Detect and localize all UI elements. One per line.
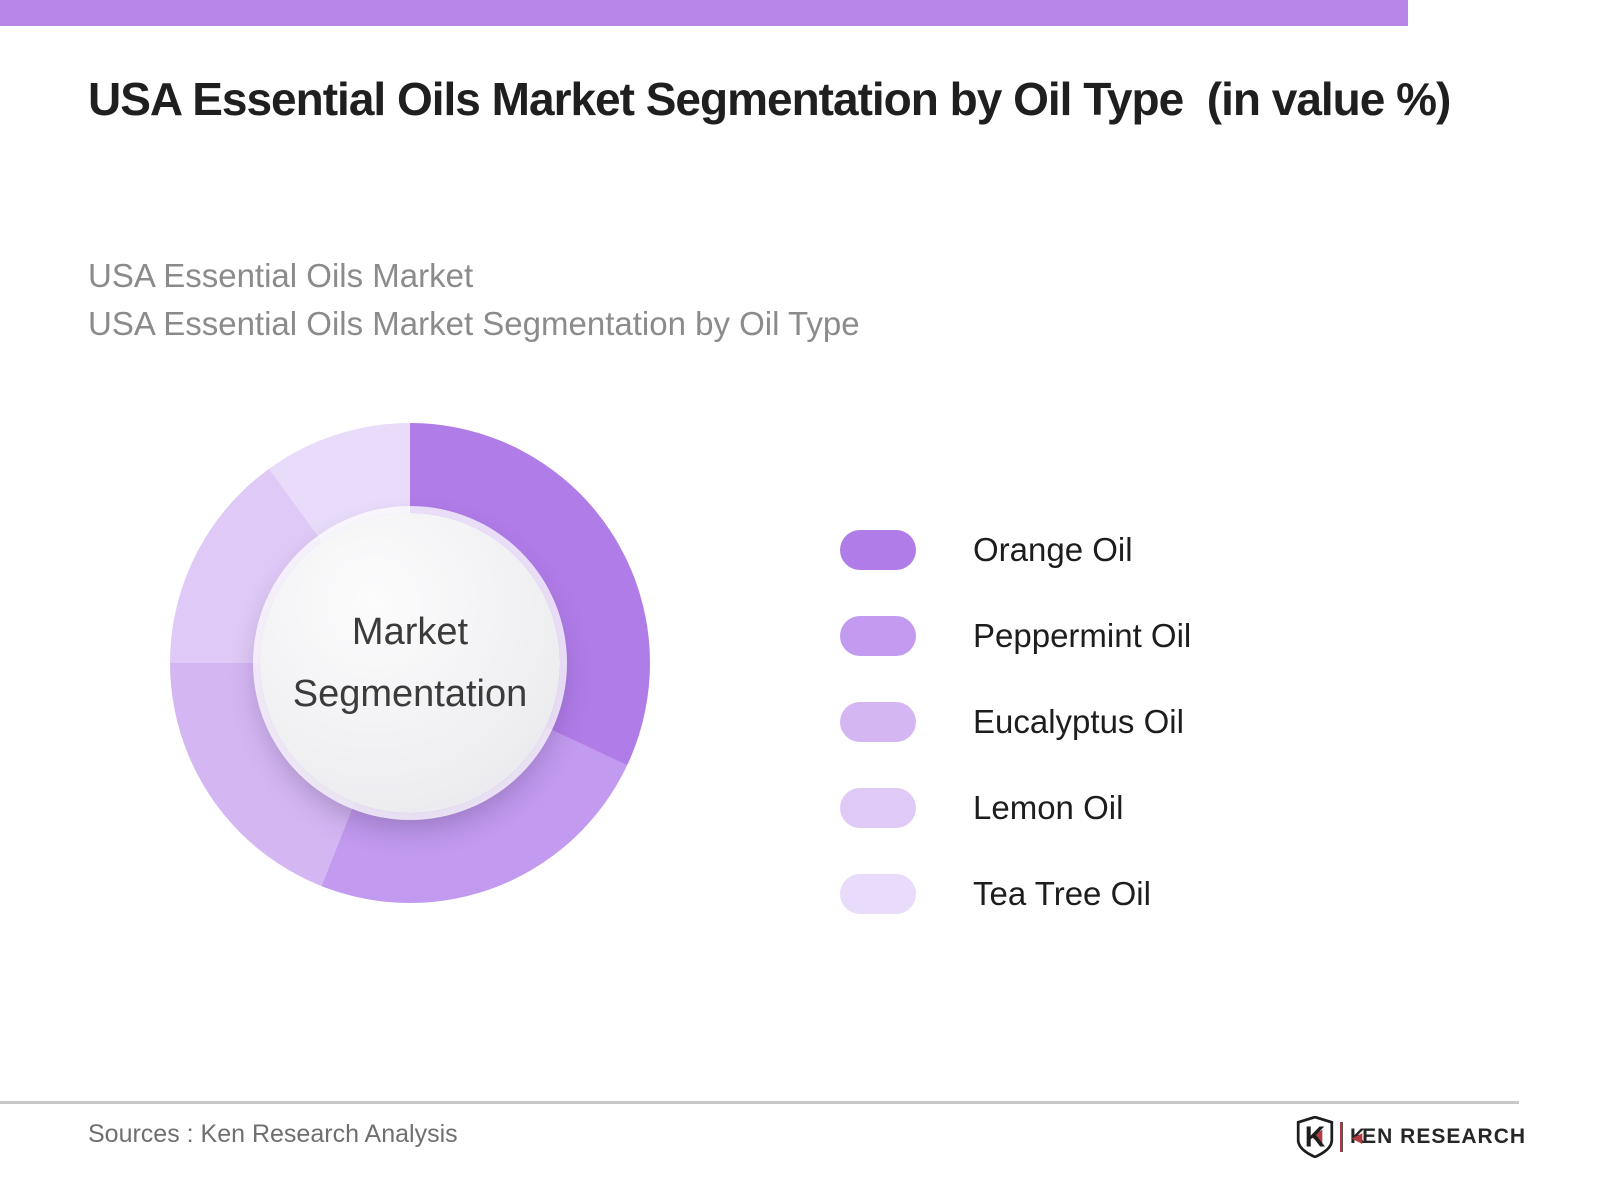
chart-subtitle: USA Essential Oils Market USA Essential … — [88, 252, 860, 348]
subtitle-line-1: USA Essential Oils Market — [88, 257, 474, 294]
shield-red-triangle — [1310, 1129, 1323, 1145]
legend-label: Orange Oil — [973, 531, 1133, 568]
legend-label: Peppermint Oil — [973, 617, 1192, 654]
footer-divider — [0, 1101, 1519, 1104]
legend-label: Lemon Oil — [973, 789, 1124, 826]
legend-swatch — [840, 788, 916, 828]
svg-text:K: K — [1305, 1121, 1326, 1153]
donut-center: Market Segmentation — [260, 513, 560, 813]
legend-label: Eucalyptus Oil — [973, 703, 1184, 740]
ken-research-logo: K K◀EN RESEARCH — [1296, 1116, 1526, 1158]
source-note: Sources : Ken Research Analysis — [88, 1120, 458, 1148]
chart-legend: Orange Oil Peppermint Oil Eucalyptus Oil… — [840, 530, 1191, 960]
subtitle-line-2: USA Essential Oils Market Segmentation b… — [88, 305, 860, 342]
legend-swatch — [840, 702, 916, 742]
legend-swatch — [840, 874, 916, 914]
legend-swatch — [840, 530, 916, 570]
wordmark-red-triangle-icon: ◀ — [1352, 1130, 1364, 1145]
page-title: USA Essential Oils Market Segmentation b… — [88, 73, 1451, 125]
legend-item-lemon-oil: Lemon Oil — [840, 788, 1191, 828]
legend-item-peppermint-oil: Peppermint Oil — [840, 616, 1191, 656]
donut-center-label: Market Segmentation — [293, 601, 528, 725]
top-accent-bar — [0, 0, 1408, 26]
center-label-line-2: Segmentation — [292, 673, 528, 715]
donut-chart: Market Segmentation — [170, 423, 650, 903]
legend-swatch — [840, 616, 916, 656]
ken-research-shield-icon: K — [1296, 1116, 1334, 1158]
legend-item-eucalyptus-oil: Eucalyptus Oil — [840, 702, 1191, 742]
legend-item-tea-tree-oil: Tea Tree Oil — [840, 874, 1191, 914]
ken-research-wordmark: K◀EN RESEARCH — [1350, 1125, 1527, 1148]
legend-item-orange-oil: Orange Oil — [840, 530, 1191, 570]
center-label-line-1: Market — [351, 611, 469, 653]
legend-label: Tea Tree Oil — [973, 875, 1151, 912]
logo-separator — [1340, 1122, 1343, 1152]
